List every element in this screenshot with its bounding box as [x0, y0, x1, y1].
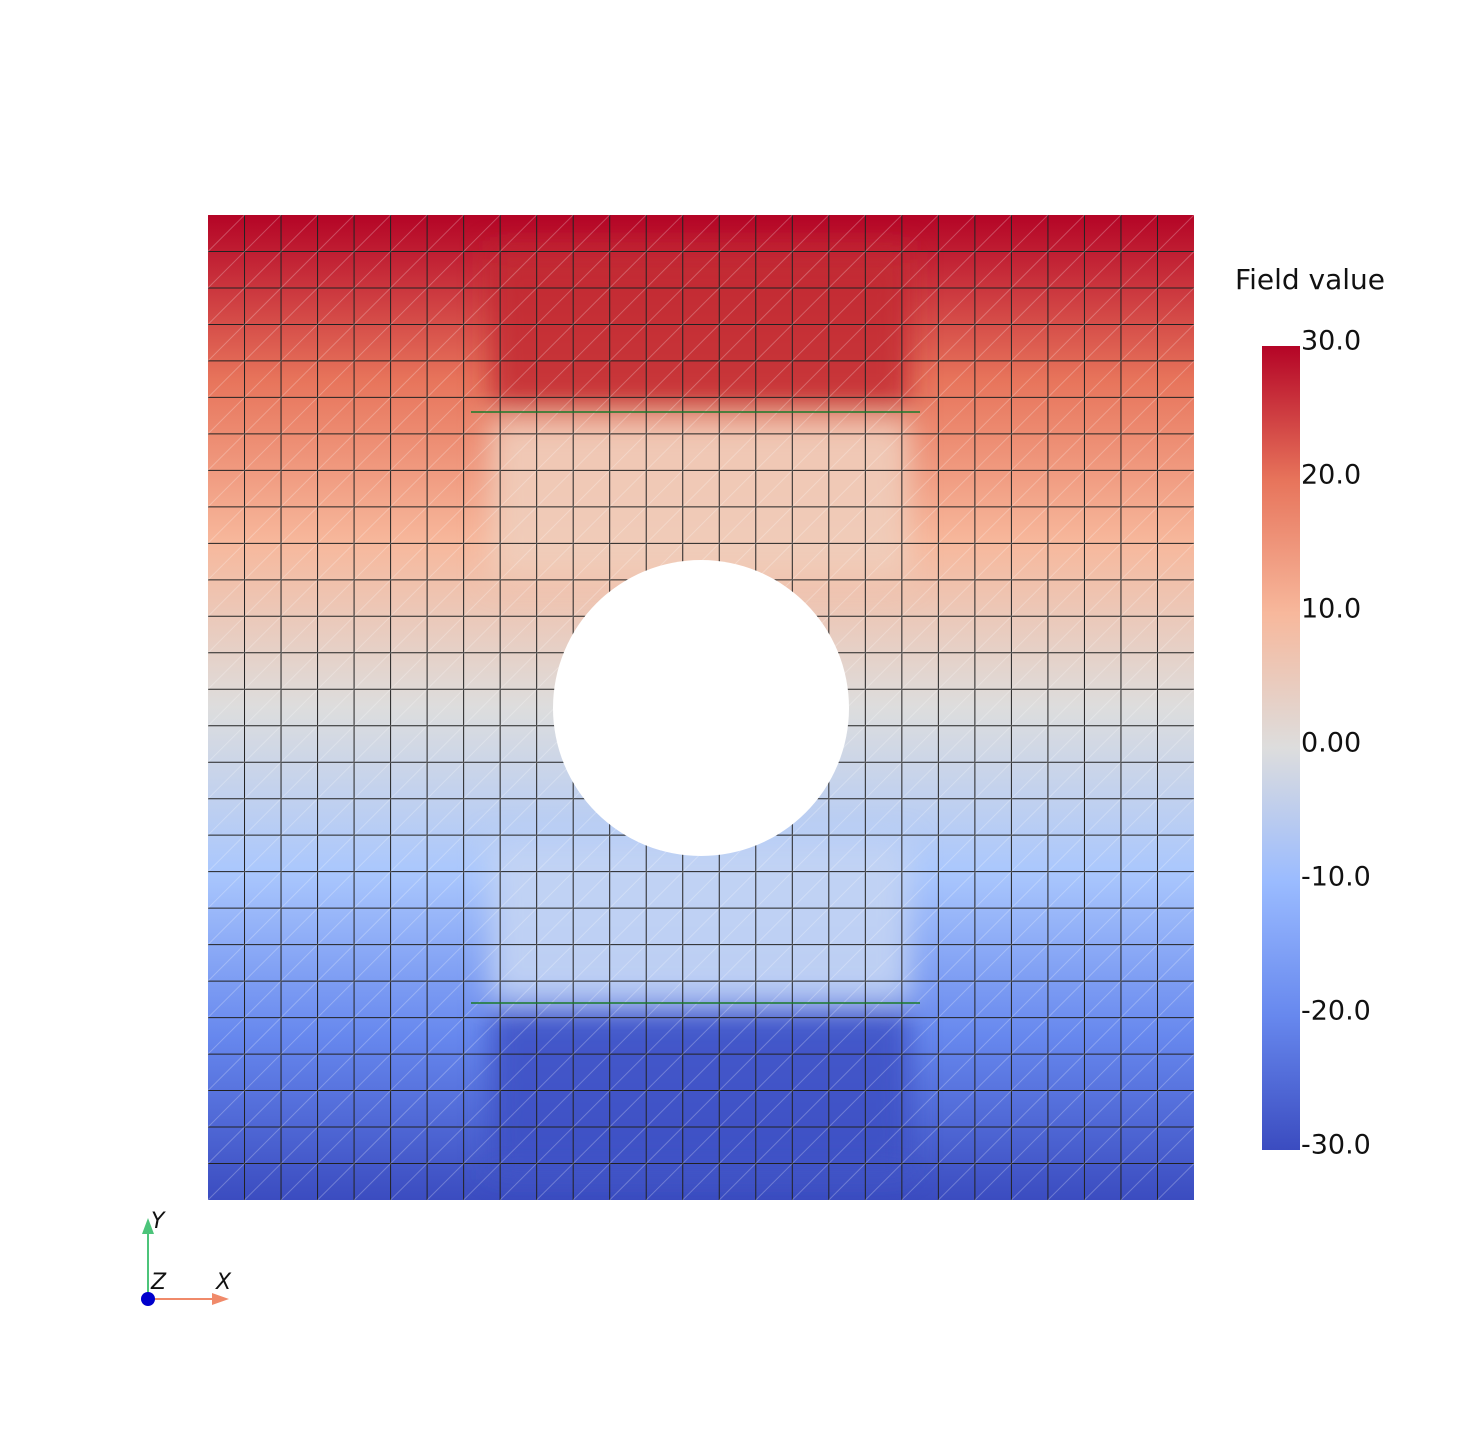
mesh-diagonal — [208, 215, 684, 690]
y-arrow-head — [142, 1218, 154, 1234]
z-axis-label: Z — [150, 1270, 167, 1295]
mesh-diagonal — [1157, 1162, 1194, 1200]
mesh-diagonal — [682, 688, 1194, 1200]
mesh-diagonal — [791, 797, 1194, 1200]
mesh-diagonal — [208, 215, 1012, 1019]
mesh-diagonal — [1011, 1016, 1194, 1200]
colorbar-ticks: 30.0 20.0 10.0 0.00 -10.0 -20.0 -30.0 — [1301, 326, 1371, 1161]
mesh-diagonal — [901, 907, 1194, 1200]
mesh-diagonal — [208, 215, 245, 253]
mesh-diagonal — [208, 215, 793, 800]
low-region — [490, 1010, 910, 1170]
high-region — [490, 250, 910, 408]
z-axis-dot — [141, 1292, 155, 1306]
mesh-diagonal — [208, 215, 209, 216]
x-axis-label: X — [215, 1270, 232, 1295]
colorbar-tick-label: -30.0 — [1301, 1130, 1371, 1161]
mesh-diagonal — [208, 215, 830, 836]
mesh-diagonal — [208, 215, 720, 727]
mesh-diagonal — [974, 980, 1194, 1200]
colorbar-tick-label: 10.0 — [1301, 594, 1361, 625]
mesh-diagonal — [609, 615, 1194, 1200]
colorbar-tick-label: 30.0 — [1301, 326, 1361, 357]
mesh-diagonal — [828, 834, 1194, 1200]
x-arrow-head — [212, 1293, 229, 1305]
mesh-diagonal — [208, 215, 647, 654]
mesh-diagonal — [208, 215, 538, 545]
colorbar — [1262, 346, 1300, 1150]
mesh-diagonal — [718, 725, 1194, 1200]
mesh-diagonal — [208, 215, 757, 763]
hole — [553, 560, 849, 856]
mesh-diagonal — [208, 215, 391, 399]
colorbar-tick-label: 20.0 — [1301, 460, 1361, 491]
mesh-diagonal — [208, 215, 611, 618]
mesh-diagonal — [499, 506, 1194, 1200]
mesh-diagonal — [938, 943, 1194, 1200]
mesh-diagonal — [755, 761, 1194, 1200]
mesh-diagonal — [390, 396, 1194, 1200]
mesh-diagonal — [645, 652, 1194, 1200]
mesh-diagonal — [208, 215, 903, 909]
mesh-diagonal — [208, 215, 428, 435]
field-plot — [208, 215, 1194, 1200]
light-region — [490, 840, 910, 1000]
mesh-diagonal — [864, 870, 1194, 1200]
axes-triad: Y Z X — [141, 1209, 232, 1306]
light-region — [490, 420, 910, 580]
y-axis-label: Y — [151, 1209, 166, 1234]
mesh-diagonal — [208, 215, 939, 946]
mesh-diagonal — [536, 542, 1194, 1200]
colorbar-tick-label: -20.0 — [1301, 996, 1371, 1027]
colorbar-title: Field value — [1235, 263, 1385, 296]
mesh-diagonal — [208, 215, 866, 873]
mesh-diagonal — [208, 215, 574, 581]
mesh-diagonal — [426, 433, 1194, 1200]
mesh-diagonal — [463, 469, 1194, 1200]
mesh-diagonal — [208, 215, 501, 508]
mesh-diagonal — [572, 579, 1194, 1200]
colorbar-tick-label: -10.0 — [1301, 862, 1371, 893]
colorbar-tick-label: 0.00 — [1301, 728, 1361, 759]
mesh-diagonal — [208, 215, 464, 472]
mesh-diagonal — [208, 215, 976, 982]
